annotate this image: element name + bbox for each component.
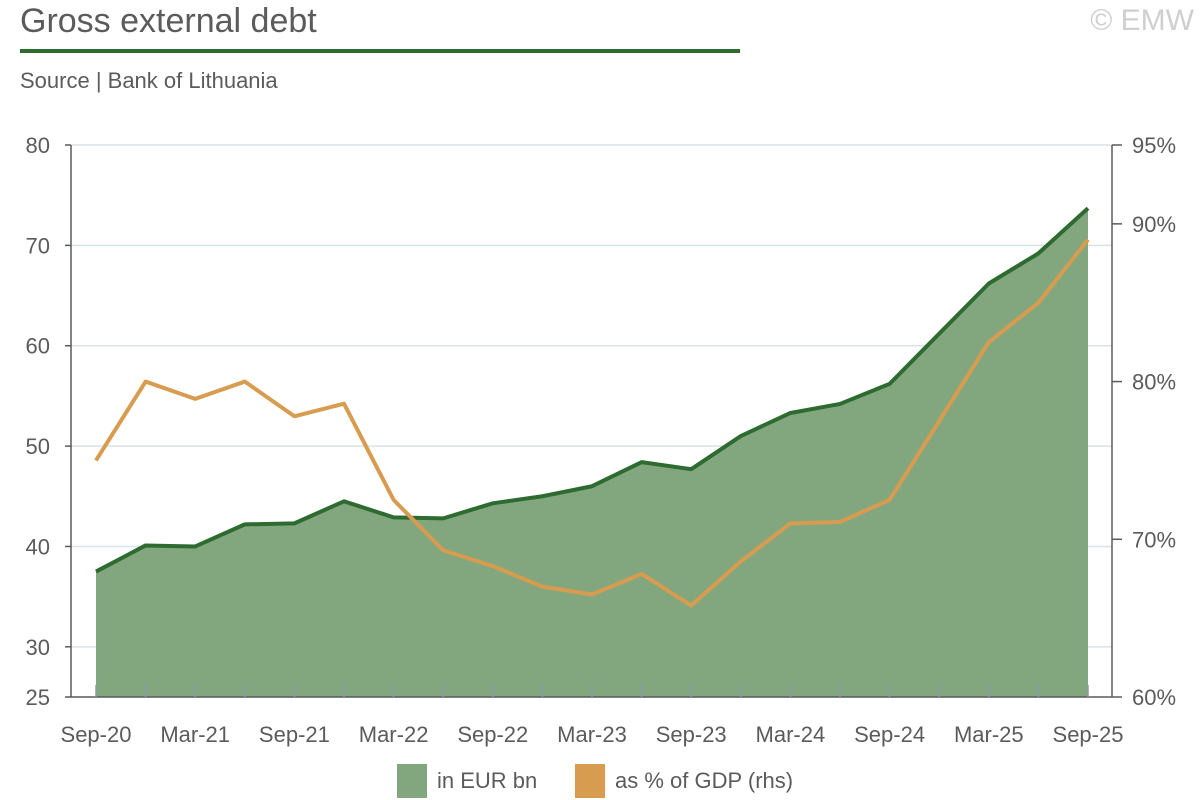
tick-labels: 25 30 40 50 60 70 80 60% 70% 80% 90% 95% Sep-20 Mar-2… — [26, 133, 1177, 747]
legend-item-eur: in EUR bn — [397, 764, 537, 798]
chart-title: Gross external debt — [20, 2, 317, 40]
title-underline — [20, 49, 740, 53]
right-tick-label: 60% — [1132, 685, 1176, 710]
line-pct-gdp — [94, 238, 1090, 608]
x-tick-label: Mar-24 — [756, 722, 826, 747]
x-tick-label: Sep-20 — [61, 722, 132, 747]
x-tick-label: Sep-24 — [854, 722, 925, 747]
left-tick-label: 30 — [26, 635, 50, 660]
legend-swatch-eur — [397, 764, 427, 798]
source-note: Source | Bank of Lithuania — [20, 68, 278, 93]
watermark: © EMW — [1090, 4, 1194, 37]
x-tick-label: Mar-23 — [557, 722, 627, 747]
legend-label-eur: in EUR bn — [437, 768, 538, 793]
left-tick-label: 70 — [26, 233, 50, 258]
area-eur-fill — [96, 208, 1088, 697]
legend-swatch-pct — [575, 764, 605, 798]
x-tick-label: Sep-22 — [457, 722, 528, 747]
chart-area: 25 30 40 50 60 70 80 60% 70% 80% 90% 95% Sep-20 Mar-2… — [26, 133, 1177, 747]
right-tick-label: 95% — [1132, 133, 1176, 158]
right-tick-label: 70% — [1132, 527, 1176, 552]
legend: in EUR bn as % of GDP (rhs) — [0, 764, 1200, 800]
x-tick-label: Mar-25 — [954, 722, 1024, 747]
x-tick-label: Mar-22 — [359, 722, 429, 747]
left-tick-label: 40 — [26, 534, 50, 559]
left-tick-label: 25 — [26, 685, 50, 710]
legend-label-pct: as % of GDP (rhs) — [615, 768, 794, 793]
right-tick-label: 90% — [1132, 212, 1176, 237]
legend-item-pct: as % of GDP (rhs) — [575, 764, 793, 798]
x-tick-label: Sep-25 — [1053, 722, 1124, 747]
left-tick-label: 50 — [26, 434, 50, 459]
left-tick-label: 60 — [26, 334, 50, 359]
x-tick-label: Sep-21 — [259, 722, 330, 747]
x-tick-label: Sep-23 — [656, 722, 727, 747]
x-tick-label: Mar-21 — [160, 722, 230, 747]
line-eur — [95, 206, 1090, 574]
right-tick-label: 80% — [1132, 370, 1176, 395]
axes — [65, 144, 1122, 698]
left-tick-label: 80 — [26, 133, 50, 158]
series-layer — [94, 206, 1090, 697]
